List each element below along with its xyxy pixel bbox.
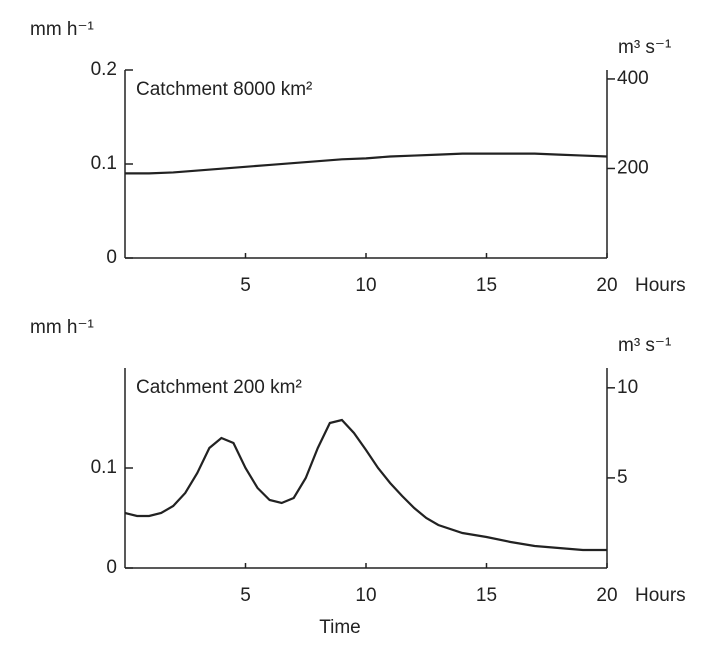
y2-tick-label: 200 [617, 157, 649, 178]
y-tick-label: 0 [106, 557, 117, 578]
x-tick-label: 5 [240, 275, 251, 296]
x-tick-label: 20 [596, 585, 617, 606]
y2-axis-label: m³ s⁻¹ [618, 335, 671, 356]
data-line [124, 418, 607, 552]
y-tick-label: 0.2 [91, 59, 117, 80]
y-tick-label: 0.1 [91, 153, 117, 174]
data-line [125, 152, 608, 175]
annotation: Catchment 8000 km² [136, 79, 312, 100]
y2-tick-label: 400 [617, 68, 649, 89]
x-tick-label: 15 [476, 275, 497, 296]
x-tick-label: 10 [355, 585, 376, 606]
x-tick-label: 5 [240, 585, 251, 606]
x-tick-label: 10 [355, 275, 376, 296]
x-axis-label: Time [319, 617, 361, 638]
x-unit-label: Hours [635, 275, 686, 296]
x-tick-label: 15 [476, 585, 497, 606]
y-axis-label: mm h⁻¹ [30, 19, 94, 40]
y-tick-label: 0 [106, 247, 117, 268]
y2-tick-label: 5 [617, 467, 628, 488]
y-axis-label: mm h⁻¹ [30, 317, 94, 338]
x-unit-label: Hours [635, 585, 686, 606]
y-tick-label: 0.1 [91, 457, 117, 478]
y2-axis-label: m³ s⁻¹ [618, 37, 671, 58]
x-tick-label: 20 [596, 275, 617, 296]
annotation: Catchment 200 km² [136, 377, 302, 398]
y2-tick-label: 10 [617, 377, 638, 398]
